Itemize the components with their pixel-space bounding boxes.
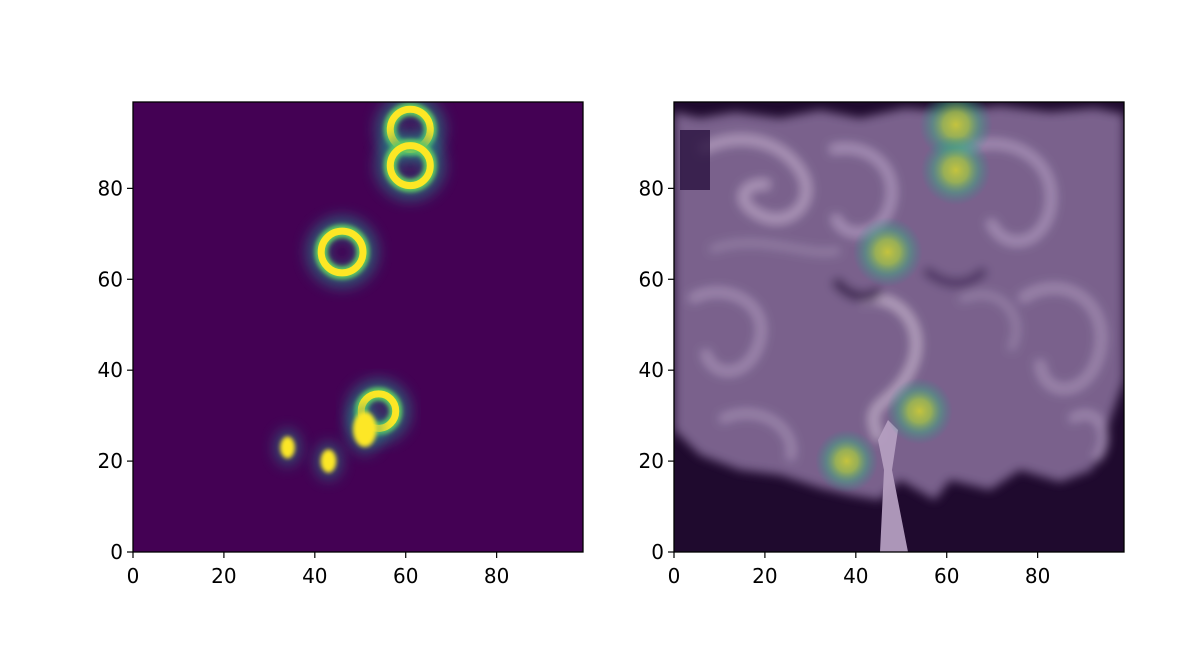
smoke-plume-stem <box>878 420 908 552</box>
hotspot <box>920 135 991 206</box>
y-tick-label: 40 <box>98 358 123 382</box>
left-axes-frame <box>132 101 584 553</box>
left-heatmap-background <box>133 102 583 552</box>
x-tick-label: 40 <box>843 564 868 588</box>
hotspot <box>852 217 923 287</box>
right-overlay-panel: 0 20 40 60 80 0 20 40 60 80 <box>639 101 1125 588</box>
left-axis-ticks: 0 20 40 60 80 0 20 40 60 80 <box>98 176 510 588</box>
hotspot <box>815 429 879 493</box>
x-tick-label: 60 <box>393 564 418 588</box>
x-tick-label: 80 <box>484 564 509 588</box>
ring-feature <box>317 227 367 277</box>
y-tick-label: 40 <box>639 358 664 382</box>
x-tick-label: 80 <box>1025 564 1050 588</box>
x-tick-label: 20 <box>211 564 236 588</box>
right-axes-frame <box>673 101 1125 553</box>
blob-feature <box>320 449 337 473</box>
smoke-density-field <box>674 106 1124 500</box>
x-tick-label: 60 <box>934 564 959 588</box>
blob-feature <box>280 436 295 459</box>
left-heatmap-panel: 0 20 40 60 80 0 20 40 60 80 <box>98 101 584 588</box>
y-tick-label: 20 <box>639 449 664 473</box>
y-tick-label: 0 <box>110 540 123 564</box>
y-tick-label: 60 <box>98 267 123 291</box>
blob-feature <box>353 411 377 447</box>
right-axis-ticks: 0 20 40 60 80 0 20 40 60 80 <box>639 176 1051 588</box>
hotspot <box>886 377 953 445</box>
x-tick-label: 20 <box>752 564 777 588</box>
y-tick-label: 60 <box>639 267 664 291</box>
ring-feature <box>386 142 434 190</box>
y-tick-label: 80 <box>639 176 664 200</box>
x-tick-label: 0 <box>127 564 140 588</box>
y-tick-label: 80 <box>98 176 123 200</box>
y-tick-label: 20 <box>98 449 123 473</box>
smoke-corner-shadow <box>680 130 710 190</box>
x-tick-label: 40 <box>302 564 327 588</box>
y-tick-label: 0 <box>651 540 664 564</box>
activation-hotspots <box>815 102 993 493</box>
x-tick-label: 0 <box>668 564 681 588</box>
